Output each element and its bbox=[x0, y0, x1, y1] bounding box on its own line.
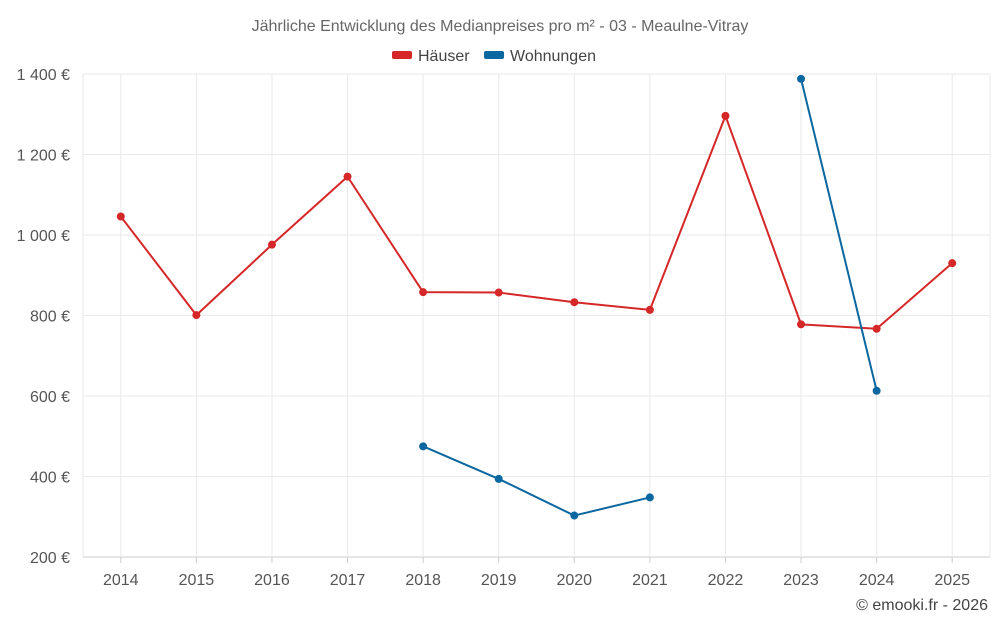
x-tick-label: 2021 bbox=[632, 572, 668, 589]
series-line bbox=[422, 445, 651, 517]
data-point[interactable] bbox=[192, 311, 201, 320]
x-tick-label: 2018 bbox=[405, 572, 441, 589]
data-point[interactable] bbox=[343, 172, 352, 181]
legend-item-wohnungen[interactable]: Wohnungen bbox=[484, 48, 596, 65]
y-tick-label: 400 € bbox=[30, 470, 70, 487]
y-tick-label: 600 € bbox=[30, 389, 70, 406]
data-point[interactable] bbox=[419, 442, 428, 451]
series-1 bbox=[419, 74, 881, 520]
data-point[interactable] bbox=[570, 511, 579, 520]
data-point[interactable] bbox=[494, 288, 503, 297]
data-point[interactable] bbox=[116, 212, 125, 221]
x-tick-label: 2019 bbox=[481, 572, 517, 589]
x-axis-ticks: 2014 2015 2016 2017 2018 2019 2020 2021 2022 2023… bbox=[103, 557, 970, 589]
series-line bbox=[800, 78, 878, 392]
x-tick-label: 2014 bbox=[103, 572, 139, 589]
legend-label-wohnungen: Wohnungen bbox=[510, 48, 596, 65]
series-line bbox=[119, 114, 953, 330]
x-tick-label: 2017 bbox=[330, 572, 366, 589]
x-tick-label: 2025 bbox=[934, 572, 970, 589]
x-tick-label: 2020 bbox=[556, 572, 592, 589]
x-tick-label: 2016 bbox=[254, 572, 290, 589]
data-point[interactable] bbox=[494, 474, 503, 483]
legend-item-haeuser[interactable]: Häuser bbox=[392, 48, 470, 65]
y-tick-label: 200 € bbox=[30, 550, 70, 567]
y-tick-label: 1 400 € bbox=[17, 67, 70, 84]
x-tick-label: 2022 bbox=[708, 572, 744, 589]
y-axis-ticks: 200 € 400 € 600 € 800 € 1 000 € 1 200 € 1 400 … bbox=[17, 67, 70, 567]
legend: Häuser Wohnungen bbox=[392, 48, 596, 65]
series-0 bbox=[116, 111, 957, 333]
y-tick-label: 1 200 € bbox=[17, 148, 70, 165]
y-tick-label: 800 € bbox=[30, 309, 70, 326]
data-point[interactable] bbox=[872, 386, 881, 395]
x-tick-label: 2023 bbox=[783, 572, 819, 589]
series-lines bbox=[116, 74, 957, 520]
credit-label: © emooki.fr - 2026 bbox=[856, 597, 988, 614]
gridlines bbox=[82, 73, 991, 558]
legend-swatch-haeuser bbox=[392, 51, 412, 59]
data-point[interactable] bbox=[797, 320, 806, 329]
data-point[interactable] bbox=[570, 298, 579, 307]
data-point[interactable] bbox=[797, 74, 806, 83]
data-point[interactable] bbox=[645, 305, 654, 314]
data-point[interactable] bbox=[419, 288, 428, 297]
legend-label-haeuser: Häuser bbox=[418, 48, 470, 65]
data-point[interactable] bbox=[267, 240, 276, 249]
data-point[interactable] bbox=[872, 324, 881, 333]
chart-title: Jährliche Entwicklung des Medianpreises … bbox=[252, 18, 749, 35]
data-point[interactable] bbox=[721, 111, 730, 120]
data-point[interactable] bbox=[645, 493, 654, 502]
y-tick-label: 1 000 € bbox=[17, 228, 70, 245]
data-point[interactable] bbox=[948, 259, 957, 268]
legend-swatch-wohnungen bbox=[484, 51, 504, 59]
x-tick-label: 2015 bbox=[179, 572, 215, 589]
x-tick-label: 2024 bbox=[859, 572, 895, 589]
